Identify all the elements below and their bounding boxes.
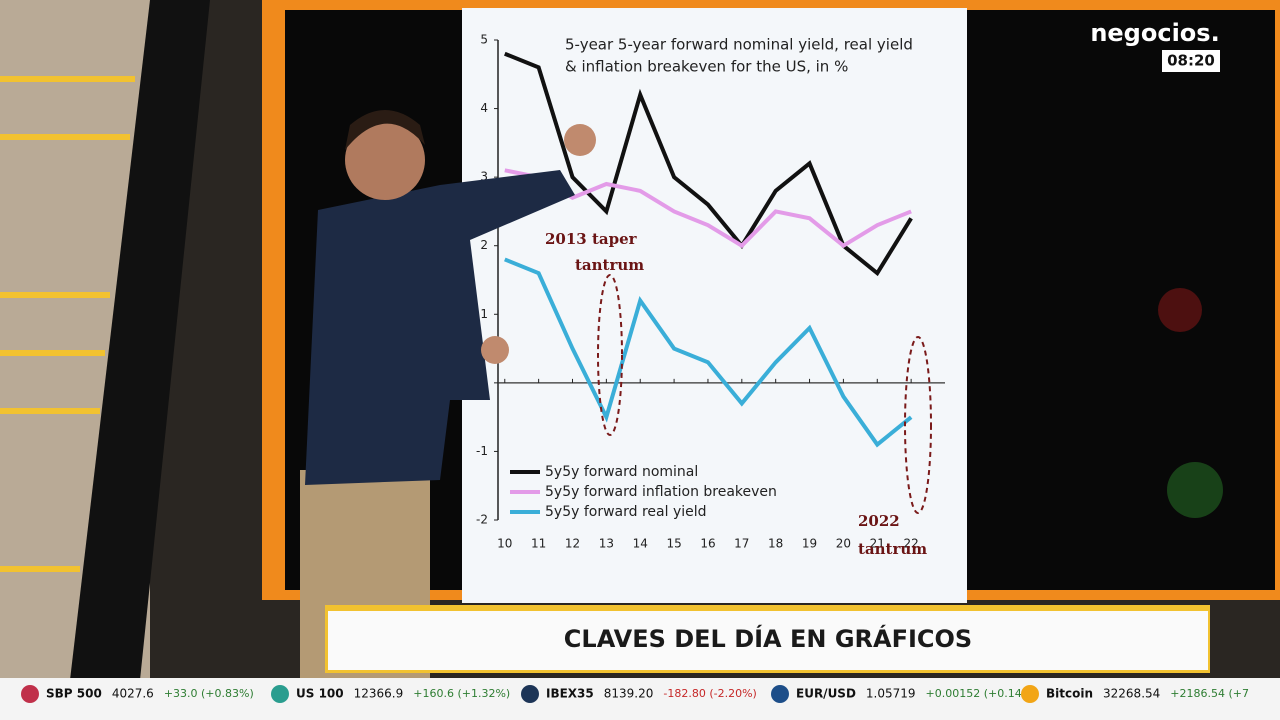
legend-label: 5y5y forward inflation breakeven (545, 484, 777, 500)
x-tick-label: 12 (565, 537, 580, 551)
annotation: tantrum (575, 256, 644, 274)
x-tick-label: 10 (497, 537, 512, 551)
annotation: 2013 taper (545, 230, 638, 248)
x-tick-label: 22 (903, 537, 918, 551)
ticker-value: 32268.54 (1103, 687, 1160, 701)
x-tick-label: 17 (734, 537, 749, 551)
ticker-name: Bitcoin (1046, 687, 1093, 701)
y-tick-label: 5 (480, 33, 488, 47)
ticker-name: US 100 (296, 687, 344, 701)
legend-label: 5y5y forward nominal (545, 464, 698, 480)
series-line (504, 168, 912, 249)
light-strips (0, 76, 135, 572)
chart-title: & inflation breakeven for the US, in % (565, 58, 848, 76)
chart-panel (462, 8, 967, 603)
ticker-value: 12366.9 (354, 687, 404, 701)
x-tick-label: 19 (802, 537, 817, 551)
highlight-ellipse (904, 336, 932, 514)
y-tick-label: 1 (480, 307, 488, 321)
ticker-icon (521, 685, 539, 703)
ticker-change: +2186.54 (+7 (1170, 687, 1249, 700)
ticker-bar (0, 678, 1280, 720)
ticker-name: SBP 500 (46, 687, 102, 701)
clock-bg (1162, 50, 1220, 72)
highlight-ellipse (597, 274, 623, 436)
ticker-icon (21, 685, 39, 703)
clock: 08:20 (1167, 52, 1215, 70)
x-tick-label: 20 (836, 537, 851, 551)
x-tick-label: 18 (768, 537, 783, 551)
bg-glow (1158, 288, 1202, 332)
series-line (504, 257, 913, 448)
ticker-value: 4027.6 (112, 687, 154, 701)
chart: -2-1012345101112131415161718192021225-ye… (476, 33, 945, 558)
chart-title: 5-year 5-year forward nominal yield, rea… (565, 36, 913, 54)
y-tick-label: 3 (480, 170, 488, 184)
bg-glow (1167, 462, 1223, 518)
ticker-change: +160.6 (+1.32%) (413, 687, 510, 700)
x-tick-label: 11 (531, 537, 546, 551)
x-tick-label: 15 (666, 537, 681, 551)
legend-label: 5y5y forward real yield (545, 504, 707, 520)
logo: negocios. (1090, 19, 1219, 47)
ticker-icon (1021, 685, 1039, 703)
annotation: tantrum (858, 540, 927, 558)
y-tick-label: 4 (480, 101, 488, 115)
x-tick-label: 16 (700, 537, 715, 551)
pillar (70, 0, 210, 680)
lower-third (328, 611, 1208, 670)
ticker-change: +33.0 (+0.83%) (164, 687, 254, 700)
ticker-icon (271, 685, 289, 703)
ticker-value: 1.05719 (866, 687, 916, 701)
y-tick-label: -2 (476, 513, 488, 527)
ticker-icon (771, 685, 789, 703)
ticker-name: EUR/USD (796, 687, 856, 701)
lower-third-title: CLAVES DEL DÍA EN GRÁFICOS (564, 624, 972, 653)
y-tick-label: 2 (480, 238, 488, 252)
ticker-name: IBEX35 (546, 687, 594, 701)
annotation: 2022 (858, 512, 900, 530)
ticker: SBP 500 4027.6 +33.0 (+0.83%) US 100 12366.9… (21, 685, 1249, 703)
ticker-value: 8139.20 (604, 687, 654, 701)
y-tick-label: -1 (476, 444, 488, 458)
x-tick-label: 14 (633, 537, 648, 551)
x-tick-label: 13 (599, 537, 614, 551)
ticker-change: +0.00152 (+0.14%) (926, 687, 1037, 700)
ticker-change: -182.80 (-2.20%) (663, 687, 756, 700)
x-tick-label: 21 (870, 537, 885, 551)
